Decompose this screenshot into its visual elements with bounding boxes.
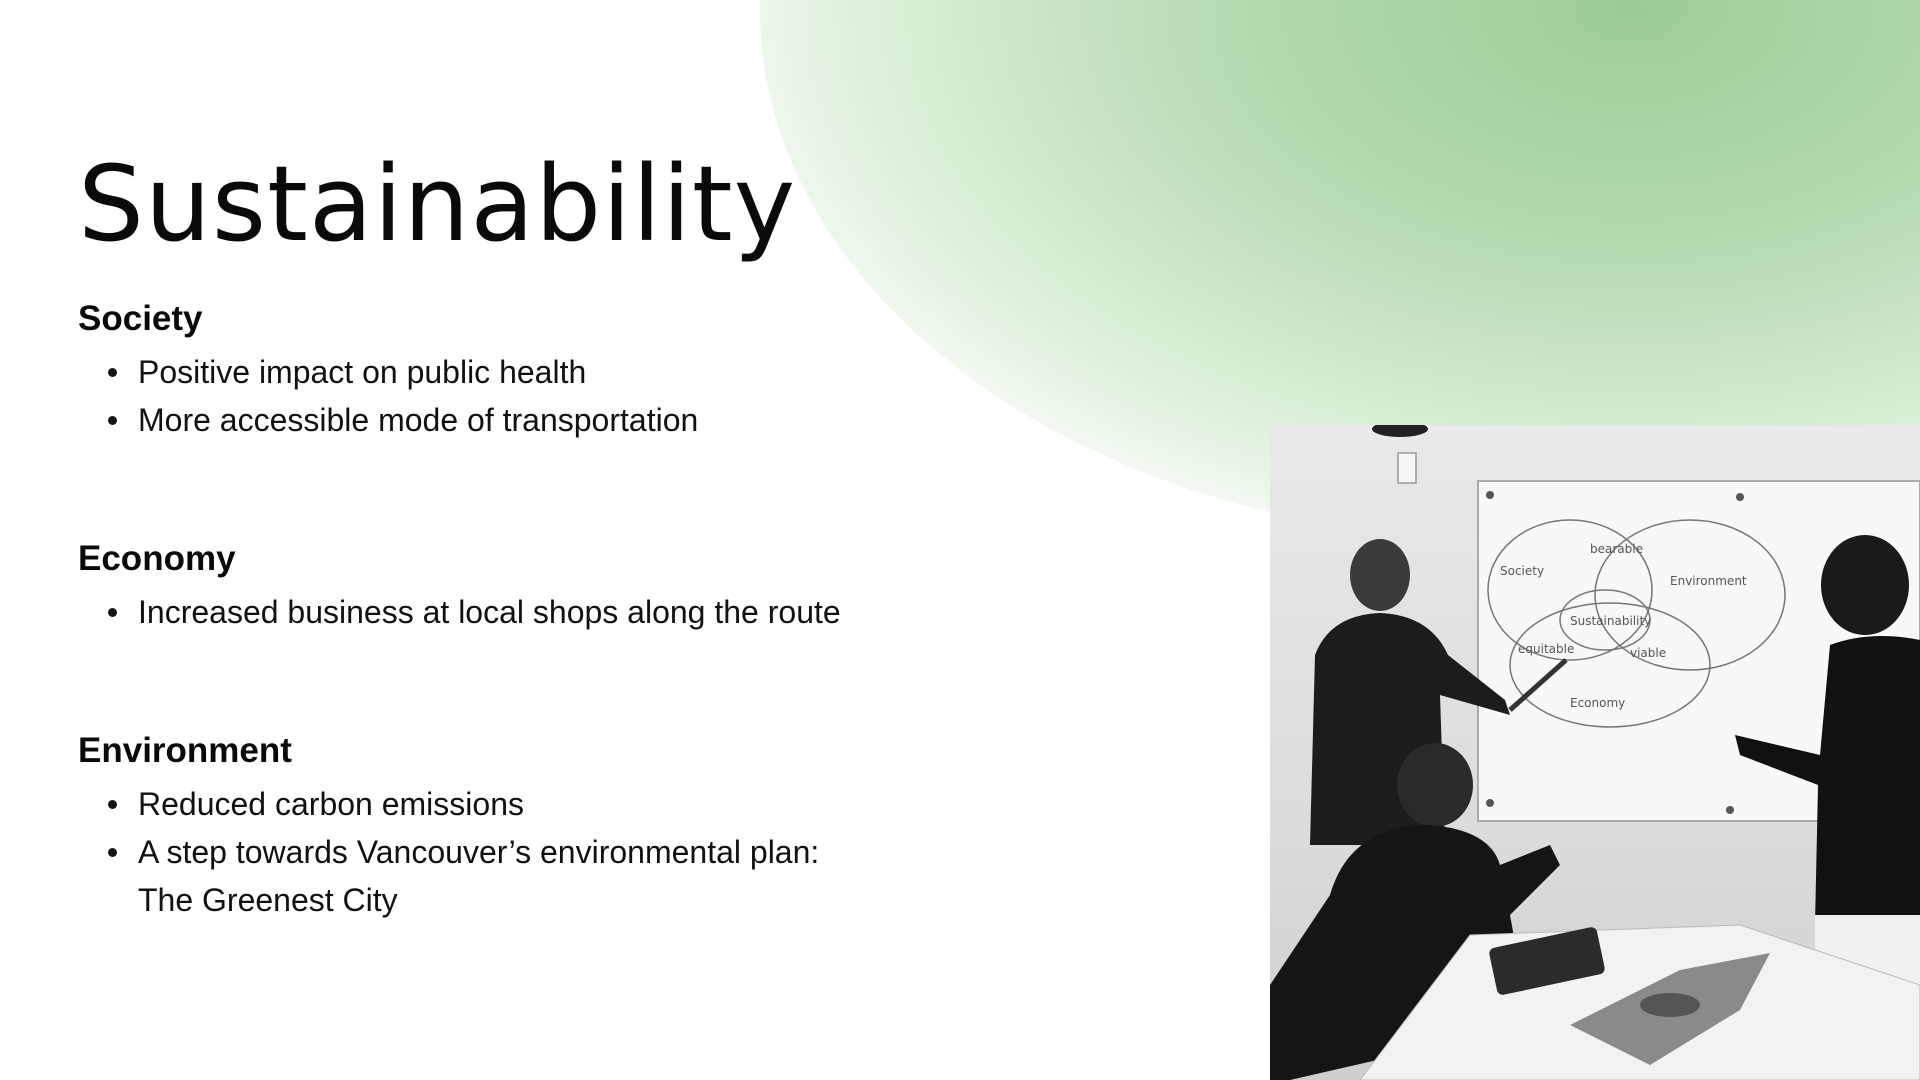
bullet-list-environment: Reduced carbon emissions A step towards … xyxy=(78,780,978,924)
whiteboard-label: bearable xyxy=(1590,542,1643,556)
section-economy: Economy Increased business at local shop… xyxy=(78,536,978,636)
bullet-text: Reduced carbon emissions xyxy=(138,785,524,822)
bullet-list-economy: Increased business at local shops along … xyxy=(78,588,978,636)
bullet-dot-icon xyxy=(108,367,117,377)
bullet-dot-icon xyxy=(108,799,117,809)
slide-title: Sustainability xyxy=(78,143,797,265)
section-heading-environment: Environment xyxy=(78,731,292,770)
whiteboard-label: Sustainability xyxy=(1570,614,1651,628)
section-heading-economy: Economy xyxy=(78,539,236,578)
bullet-dot-icon xyxy=(108,415,117,425)
bullet-text: A step towards Vancouver’s environmental… xyxy=(138,833,820,918)
section-society: Society Positive impact on public health… xyxy=(78,296,978,444)
tablet-device xyxy=(1489,927,1605,995)
bullet-dot-icon xyxy=(108,607,117,617)
whiteboard-label: Environment xyxy=(1670,574,1747,588)
whiteboard-label: viable xyxy=(1630,646,1666,660)
whiteboard-label: Economy xyxy=(1570,696,1625,710)
list-item: A step towards Vancouver’s environmental… xyxy=(78,828,828,924)
list-item: Reduced carbon emissions xyxy=(78,780,898,828)
light-fixture xyxy=(1372,425,1428,437)
team-photo: Society bearable Environment Sustainabil… xyxy=(1270,425,1920,1080)
bullet-text: Increased business at local shops along … xyxy=(138,593,841,630)
list-item: More accessible mode of transportation xyxy=(78,396,898,444)
list-item: Increased business at local shops along … xyxy=(78,588,998,636)
whiteboard-label: Society xyxy=(1500,564,1544,578)
team-photo-illustration: Society bearable Environment Sustainabil… xyxy=(1270,425,1920,1080)
person-left-silhouette xyxy=(1310,539,1568,845)
bullet-list-society: Positive impact on public health More ac… xyxy=(78,348,978,444)
whiteboard-label: equitable xyxy=(1518,642,1574,656)
bullet-dot-icon xyxy=(108,847,117,857)
bullet-text: Positive impact on public health xyxy=(138,353,587,390)
light-switch xyxy=(1397,452,1417,484)
section-environment: Environment Reduced carbon emissions A s… xyxy=(78,728,978,924)
list-item: Positive impact on public health xyxy=(78,348,898,396)
bullet-text: More accessible mode of transportation xyxy=(138,401,699,438)
venn-sketch xyxy=(1487,519,1786,728)
section-heading-society: Society xyxy=(78,299,203,338)
